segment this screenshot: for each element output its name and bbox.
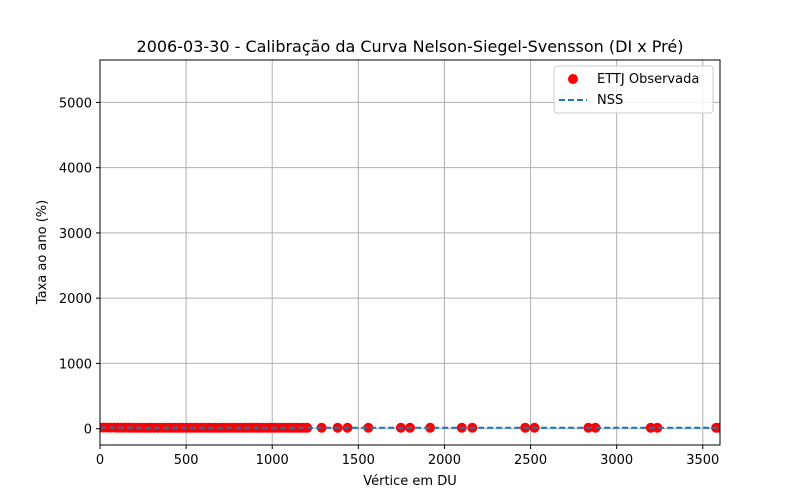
x-tick-label: 2000	[428, 453, 461, 468]
observed-point	[363, 422, 374, 433]
x-tick-label: 3500	[686, 453, 719, 468]
series-clip-group	[100, 422, 720, 433]
y-tick-label: 4000	[59, 162, 92, 177]
legend-label-nss: NSS	[597, 93, 623, 108]
y-tick-label: 1000	[59, 357, 92, 372]
x-tick-label: 1000	[256, 453, 289, 468]
y-tick-label: 2000	[59, 292, 92, 307]
plot-series	[100, 422, 720, 433]
x-tick-label: 0	[96, 453, 104, 468]
x-tick-label: 3000	[600, 453, 633, 468]
x-tick-label: 500	[174, 453, 199, 468]
legend-marker-observed	[568, 74, 578, 84]
y-tick-label: 5000	[59, 96, 92, 111]
legend: ETTJ Observada NSS	[553, 65, 714, 114]
x-axis-label: Vértice em DU	[363, 474, 457, 489]
x-tick-label: 1500	[342, 453, 375, 468]
y-axis-ticks: 0 1000 2000 3000 4000 5000	[59, 96, 100, 438]
x-tick-label: 2500	[514, 453, 547, 468]
legend-label-observed: ETTJ Observada	[597, 72, 699, 87]
chart-title: 2006-03-30 - Calibração da Curva Nelson-…	[137, 37, 684, 56]
y-tick-label: 0	[84, 423, 92, 438]
observed-point	[652, 422, 663, 433]
y-axis-label: Taxa ao ano (%)	[35, 200, 50, 305]
legend-box	[553, 65, 714, 114]
y-tick-label: 3000	[59, 227, 92, 242]
plot-area-frame	[99, 59, 721, 446]
x-axis-ticks: 0 500 1000 1500 2000 2500 3000 3500	[96, 445, 719, 468]
